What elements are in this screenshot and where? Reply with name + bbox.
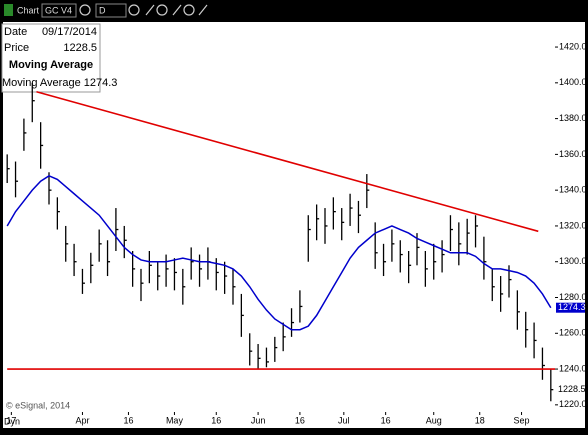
time-axis (3, 412, 585, 428)
app-icon (4, 4, 13, 16)
y-tick-label: 1400.0 (559, 77, 587, 87)
study-title: Moving Average (9, 59, 93, 71)
price: 1228.5 (63, 42, 97, 54)
info-box (1, 23, 101, 93)
date-label: Date (4, 26, 27, 38)
y-tick-label: 1300.0 (559, 256, 587, 266)
y-tick-label: 1320.0 (559, 220, 587, 230)
x-tick-label: Aug (426, 415, 442, 425)
y-tick-label: 1220.0 (559, 399, 587, 409)
plot: 1220.0 1240.0 1260.0 1280.0 1300.0 1320.0 1340… (6, 41, 586, 425)
price-label: Price (4, 42, 29, 54)
toolbar-icons[interactable] (79, 4, 208, 16)
x-tick-label: Jul (338, 415, 350, 425)
study-name: Moving Average (2, 77, 81, 89)
price-last-label: 1228.5 (558, 384, 586, 394)
date: 09/17/2014 (42, 26, 97, 38)
y-tick-label: 1340.0 (559, 185, 587, 195)
x-tick-label: Sep (514, 415, 530, 425)
ma-last-label-box (556, 302, 585, 313)
y-tick-label: 1260.0 (559, 328, 587, 338)
toolbar-title: Chart (17, 5, 40, 15)
y-tick-label: 1240.0 (559, 363, 587, 373)
price-axis (555, 22, 585, 412)
y-tick-label: 1420.0 (559, 41, 587, 51)
x-tick-label: Apr (75, 415, 89, 425)
x-tick-label: 16 (381, 415, 391, 425)
footer-mode: Dyn (4, 416, 20, 426)
interval[interactable]: D (99, 5, 106, 15)
x-tick-label: 16 (211, 415, 221, 425)
x-tick-label: 16 (295, 415, 305, 425)
y-tick-label: 1380.0 (559, 113, 587, 123)
symbol[interactable]: GC V4 (45, 5, 72, 15)
credit: © eSignal, 2014 (6, 400, 70, 410)
study-value: Moving Average 1274.3 (2, 77, 117, 89)
study-number: 1274.3 (84, 77, 118, 89)
y-tick-label: 1280.0 (559, 292, 587, 302)
y-tick-label: 1360.0 (559, 149, 587, 159)
ma-last-label: 1274.3 (558, 302, 586, 312)
x-tick-label: Jun (251, 415, 266, 425)
trendline (36, 90, 539, 233)
x-tick-label: 17 (6, 415, 16, 425)
x-tick-label: 18 (475, 415, 485, 425)
symbol-box[interactable] (41, 3, 77, 18)
interval-box[interactable] (95, 3, 127, 18)
price-last-label-box (556, 384, 585, 395)
x-tick-label: 16 (123, 415, 133, 425)
moving-average-line (6, 175, 552, 331)
x-tick-label: May (166, 415, 184, 425)
